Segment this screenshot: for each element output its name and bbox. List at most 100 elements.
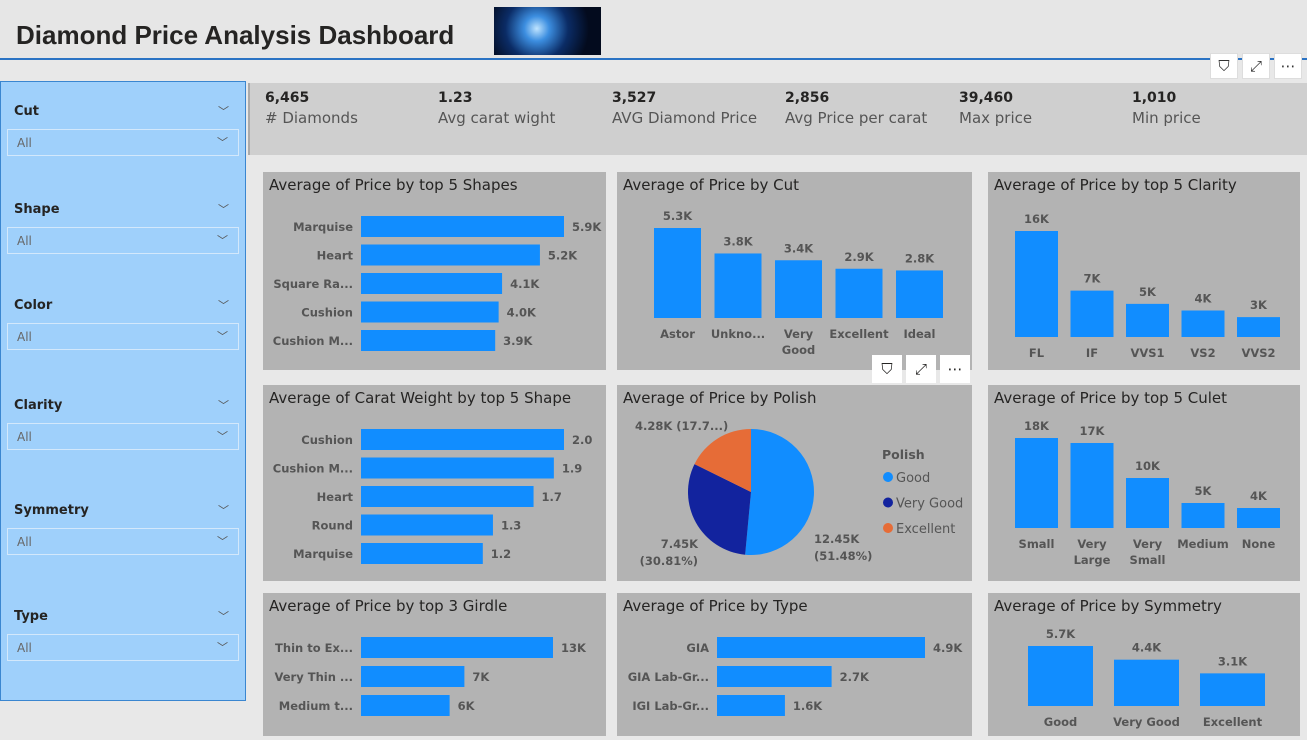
slicer-dropdown[interactable]: All ﹀ [7,634,239,661]
chart-carat[interactable]: Average of Carat Weight by top 5 Shape Cu… [263,385,606,581]
bar [1181,310,1225,337]
visual-header-toolbar: ⛉ ⤢ ⋯ [1210,53,1302,79]
category-label: IGI Lab-Gr... [632,699,709,713]
category-label: Thin to Ex... [275,641,353,655]
category-label: Cushion M... [273,334,353,348]
bar [361,301,499,323]
chart-svg: Cushion 2.0 Cushion M... 1.9 Heart 1.7 Round 1.… [273,429,592,564]
data-label: 3.8K [723,234,753,248]
category-label: Cushion [301,433,353,447]
pie-slice-very-good [688,464,751,555]
kpi-label: # Diamonds [265,109,358,127]
bar [361,637,553,658]
chart-title: Average of Price by top 5 Clarity [994,176,1237,194]
chevron-down-icon[interactable]: ﹀ [218,105,229,118]
chart-girdle[interactable]: Average of Price by top 3 Girdle Thin to … [263,593,606,736]
chevron-down-icon: ﹀ [217,136,228,149]
legend-marker [883,472,893,482]
kpi-card: 39,460 Max price [959,90,1032,127]
header: Diamond Price Analysis Dashboard [0,0,1307,60]
slicer-color: Color ﹀ All ﹀ [7,295,239,350]
category-label: Cushion M... [273,462,353,476]
chevron-down-icon[interactable]: ﹀ [218,504,229,517]
visual-header-toolbar-polish: ⛉ ⤢ ⋯ [872,355,970,383]
category-label: Square Ra... [273,277,353,291]
chevron-down-icon: ﹀ [217,641,228,654]
chart-cut[interactable]: Average of Price by Cut 5.3K Astor 3.8K Unkn… [617,172,972,370]
filter-icon[interactable]: ⛉ [1210,53,1238,79]
data-label: 2.0 [572,433,592,447]
data-label: 4K [1250,489,1268,503]
chart-svg: 5.7K Good 4.4K Very Good 3.1K Excellent [1028,627,1265,729]
bar [717,637,925,658]
data-label: 12.45K [814,532,860,546]
more-options-icon[interactable]: ⋯ [940,355,970,383]
category-label: Very [1077,537,1107,551]
data-label: 5.2K [548,249,578,263]
data-label: 2.7K [840,670,870,684]
slicer-dropdown[interactable]: All ﹀ [7,129,239,156]
data-label: 10K [1135,459,1161,473]
category-label: Very [1133,537,1163,551]
category-label: Good [782,343,815,357]
focus-mode-icon[interactable]: ⤢ [906,355,936,383]
category-label: Medium t... [279,699,353,713]
chevron-down-icon[interactable]: ﹀ [218,203,229,216]
slicer-clarity: Clarity ﹀ All ﹀ [7,395,239,450]
pie-slice-good [745,429,814,555]
chart-svg: GIA 4.9K GIA Lab-Gr... 2.7K IGI Lab-Gr... 1.6… [628,637,963,716]
slicer-label: Symmetry [14,503,89,518]
category-label: VVS2 [1241,346,1275,360]
category-label: Medium [1177,537,1229,551]
slicer-symmetry: Symmetry ﹀ All ﹀ [7,500,239,555]
chart-clarity[interactable]: Average of Price by top 5 Clarity 16K FL 7K… [988,172,1300,370]
bar [835,268,883,318]
bar [361,244,540,266]
chart-symmetry[interactable]: Average of Price by Symmetry 5.7K Good 4.4K… [988,593,1300,736]
slicer-label: Type [14,609,48,624]
chart-polish[interactable]: Average of Price by Polish 12.45K (51.48%)… [617,385,972,581]
bar [1114,659,1179,706]
kpi-card: 2,856 Avg Price per carat [785,90,927,127]
chevron-down-icon[interactable]: ﹀ [218,399,229,412]
slicer-dropdown[interactable]: All ﹀ [7,528,239,555]
legend-marker [883,523,893,533]
bar [1126,478,1169,528]
slicer-dropdown[interactable]: All ﹀ [7,227,239,254]
more-options-icon[interactable]: ⋯ [1274,53,1302,79]
chevron-down-icon[interactable]: ﹀ [218,299,229,312]
kpi-label: AVG Diamond Price [612,109,758,127]
chevron-down-icon: ﹀ [217,234,228,247]
data-label: 4.1K [510,277,540,291]
data-label: 3.4K [784,241,814,255]
bar [361,666,465,687]
data-label: 7.45K [661,537,699,551]
bar [1070,443,1114,528]
data-label: 3.1K [1218,654,1248,668]
category-label: GIA [686,641,709,655]
chevron-down-icon[interactable]: ﹀ [218,610,229,623]
focus-mode-icon[interactable]: ⤢ [1242,53,1270,79]
slicer-dropdown[interactable]: All ﹀ [7,423,239,450]
bar [1070,290,1114,337]
category-label: Ideal [903,327,935,341]
category-label: FL [1029,346,1045,360]
chart-title: Average of Price by top 5 Shapes [269,176,518,194]
filter-icon[interactable]: ⛉ [872,355,902,383]
kpi-value: 6,465 [265,90,310,106]
slicer-dropdown[interactable]: All ﹀ [7,323,239,350]
kpi-value: 1,010 [1132,90,1177,106]
data-label: 7K [472,670,490,684]
pie-slice-excellent [694,429,751,492]
bar [361,273,503,294]
chart-culet[interactable]: Average of Price by top 5 Culet 18K Small 1… [988,385,1300,581]
bar [775,260,822,318]
chart-shapes[interactable]: Average of Price by top 5 Shapes Marquise… [263,172,606,370]
data-label: 4.0K [507,306,537,320]
category-label: Very Thin ... [274,670,353,684]
legend-title: Polish [882,447,925,462]
data-label: 7K [1084,272,1102,286]
chart-svg: Marquise 5.9K Heart 5.2K Square Ra... 4.1K Cus… [273,216,602,351]
chart-type[interactable]: Average of Price by Type GIA 4.9K GIA Lab-G… [617,593,972,736]
chart-svg: Thin to Ex... 13K Very Thin ... 7K Medium t.… [274,637,587,716]
